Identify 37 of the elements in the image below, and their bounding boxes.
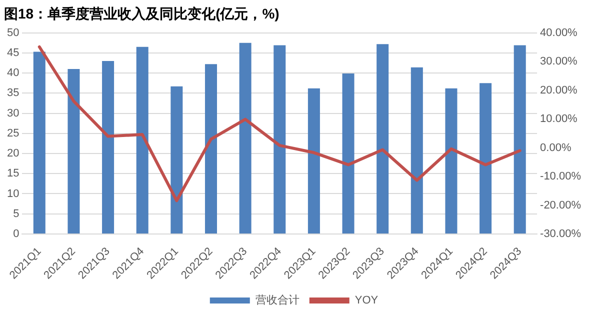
bar xyxy=(308,88,320,234)
y-tick-label: 15 xyxy=(6,168,20,180)
y-tick-label: 35 xyxy=(6,87,20,100)
bar xyxy=(170,86,183,234)
y-tick-label: 20 xyxy=(6,148,20,160)
bar xyxy=(274,45,286,234)
y2-tick-label: 30.00% xyxy=(540,56,578,68)
y-tick-label: 10 xyxy=(6,188,20,200)
bar xyxy=(342,73,354,234)
bar xyxy=(410,67,423,234)
chart-title: 图18：单季度营业收入及同比变化(亿元，%) xyxy=(4,5,280,22)
y2-tick-label: 10.00% xyxy=(540,113,578,126)
bar xyxy=(239,42,252,234)
bar xyxy=(514,45,526,234)
y-tick-label: 25 xyxy=(6,127,20,140)
bar xyxy=(102,60,114,234)
y2-tick-label: 40.00% xyxy=(540,26,578,39)
y-tick-label: 45 xyxy=(6,46,20,59)
bar xyxy=(204,64,217,234)
y-tick-label: 5 xyxy=(13,208,20,220)
y2-tick-label: 20.00% xyxy=(540,84,578,96)
bar xyxy=(33,52,46,234)
bar xyxy=(136,46,148,234)
y-tick-label: 0 xyxy=(13,228,20,240)
y-tick-label: 30 xyxy=(6,107,20,120)
y-tick-label: 50 xyxy=(6,26,20,39)
y2-tick-label: -30.00% xyxy=(540,228,582,240)
y2-tick-label: 0.00% xyxy=(540,142,572,154)
legend-label: 营收合计 xyxy=(255,294,300,307)
y2-tick-label: -10.00% xyxy=(540,170,582,183)
y-tick-label: 40 xyxy=(6,67,20,80)
legend-label: YOY xyxy=(354,294,379,307)
y2-tick-label: -20.00% xyxy=(540,199,582,212)
bar xyxy=(376,44,389,234)
bar xyxy=(480,83,492,234)
bar xyxy=(445,88,458,234)
bar xyxy=(68,69,80,234)
